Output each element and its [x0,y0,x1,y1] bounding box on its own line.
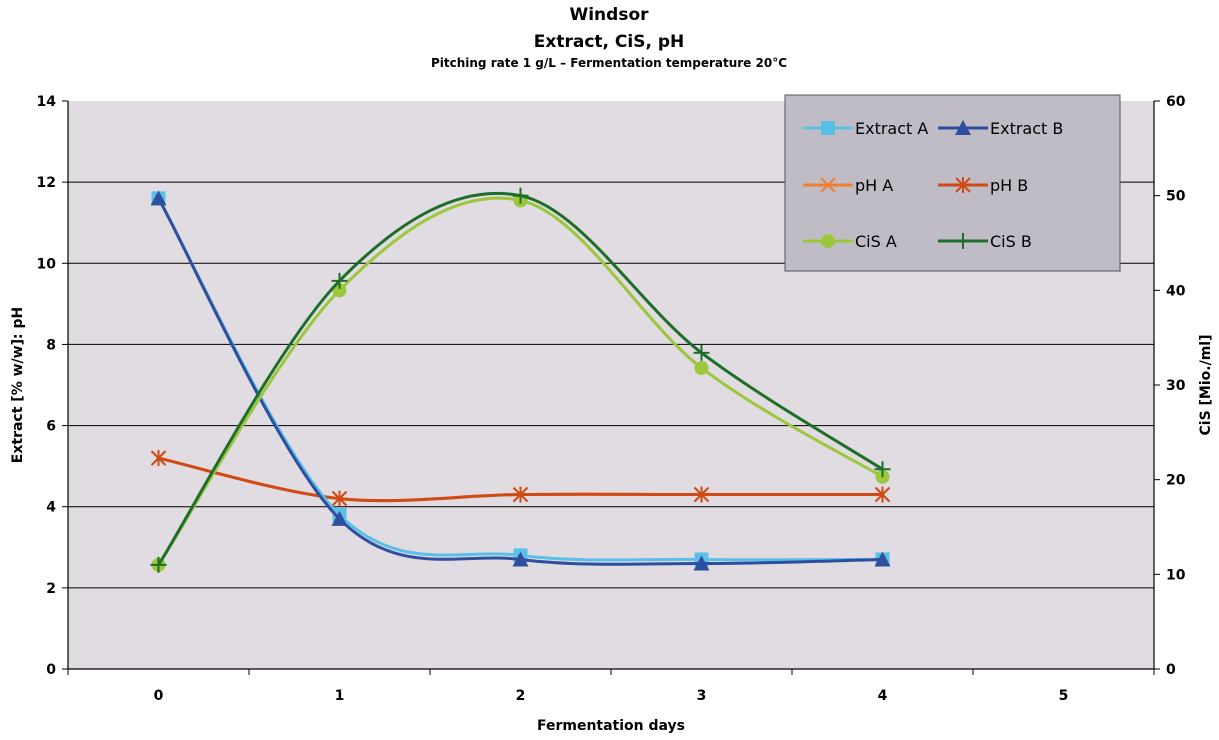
legend-item-ph-b: pH B [938,176,1028,195]
series-extract-b [150,190,891,571]
legend-swatch-marker [821,121,835,135]
y-axis-label: Extract [% w/w]: pH [10,307,26,463]
y2-tick-label: 40 [1166,283,1186,299]
data-point-cis-a [694,360,709,375]
legend-label: Extract B [990,119,1063,138]
legend-swatch-marker [820,177,836,193]
data-point-extract-b [331,510,348,526]
y-tick-label: 8 [46,337,56,353]
data-point-ph-b [693,486,710,503]
data-point-cis-a [332,283,347,298]
legend-item-ph-a: pH A [803,176,893,195]
legend-item-extract-b: Extract B [938,119,1063,138]
chart-title: Windsor [569,5,649,25]
legend-swatch-marker [955,233,971,249]
x-tick-label: 1 [335,688,345,704]
legend-item-extract-a: Extract A [803,119,928,138]
y-tick-label: 0 [46,662,56,678]
data-point-extract-b [693,555,710,571]
legend-item-cis-a: CiS A [803,232,897,251]
y-tick-label: 14 [37,94,57,110]
y2-tick-label: 20 [1166,473,1186,489]
y2-axis-label: CiS [Mio./ml] [1198,335,1214,436]
series-ph-b [150,450,891,507]
y-tick-label: 2 [46,581,56,597]
y-tick-label: 10 [37,256,57,272]
data-point-extract-b [512,551,529,567]
data-point-cis-b [150,556,167,573]
data-point-extract-b [150,190,167,206]
series-cis-b [150,187,891,573]
legend-swatch-marker [955,177,971,193]
chart-note: Pitching rate 1 g/L – Fermentation tempe… [431,56,787,70]
series-line-extract-b [157,197,883,566]
y-tick-label: 4 [46,500,56,516]
y2-tick-label: 10 [1166,567,1186,583]
x-axis-label: Fermentation days [537,718,685,734]
y2-tick-label: 30 [1166,378,1186,394]
y2-tick-label: 50 [1166,189,1186,205]
legend-box [784,94,1121,272]
x-tick-label: 0 [154,688,164,704]
legend: Extract A Extract B pH A pH B CiS A CiS B [784,94,1121,272]
series-lines [150,187,891,573]
legend-label: CiS B [990,232,1032,251]
legend-swatch-marker [821,234,835,248]
y2-tick-label: 60 [1166,94,1186,110]
data-point-cis-b [874,461,891,478]
legend-label: Extract A [855,119,928,138]
x-tick-label: 3 [697,688,707,704]
y-tick-label: 12 [37,175,56,191]
chart-subtitle: Extract, CiS, pH [534,32,684,52]
legend-item-cis-b: CiS B [938,232,1032,251]
y2-tick-label: 0 [1166,662,1176,678]
legend-label: pH B [990,176,1028,195]
data-point-ph-b [512,486,529,503]
x-tick-label: 2 [516,688,526,704]
data-point-ph-b [331,490,348,507]
data-point-cis-b [331,272,348,289]
x-tick-label: 4 [878,688,888,704]
y-tick-label: 6 [46,419,56,435]
data-point-ph-b [874,486,891,503]
legend-swatch-marker-stroke [820,177,836,193]
legend-label: pH A [855,176,893,195]
data-point-cis-b [693,344,710,361]
data-point-ph-b [150,450,167,467]
data-point-extract-b [874,551,891,567]
legend-swatch-marker [955,120,971,135]
data-point-cis-b [512,187,529,204]
legend-label: CiS A [855,232,897,251]
x-tick-label: 5 [1059,688,1069,704]
